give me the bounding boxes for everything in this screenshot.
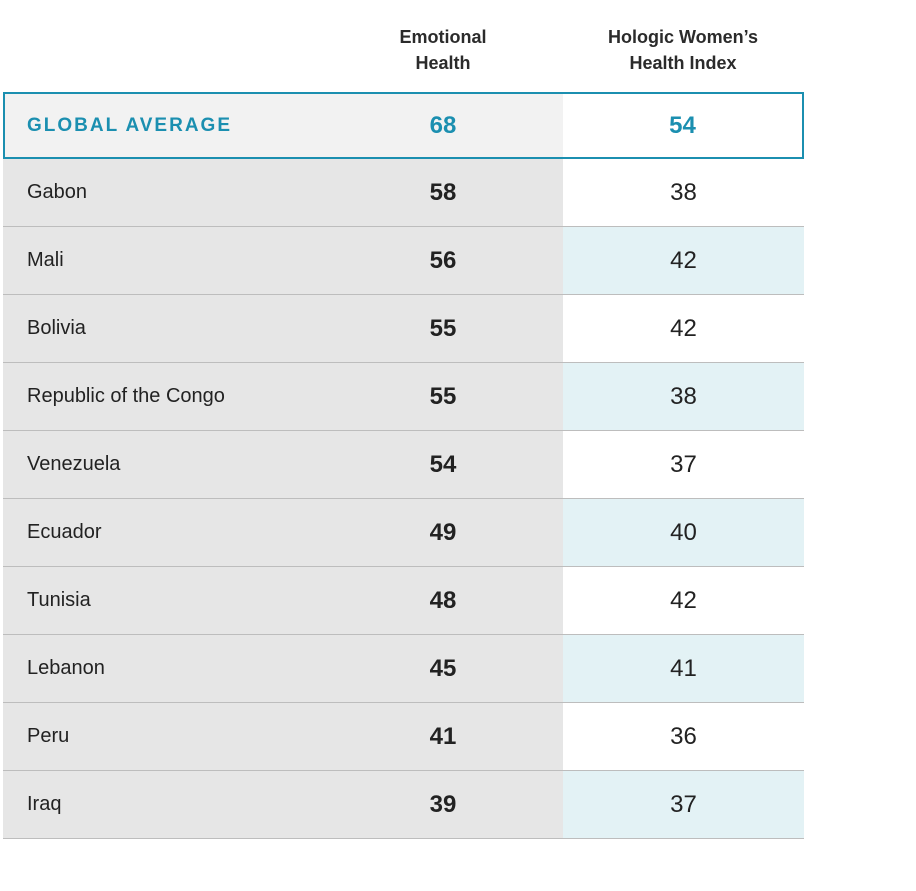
global-average-label: GLOBAL AVERAGE: [5, 94, 325, 157]
whi-value: 42: [563, 227, 804, 294]
emotional-health-value: 48: [323, 567, 563, 634]
data-table: Emotional Health Hologic Women’s Health …: [3, 0, 804, 839]
column-header-emotional-health: Emotional Health: [323, 24, 563, 76]
global-average-row: GLOBAL AVERAGE 68 54: [3, 92, 804, 159]
table-header: Emotional Health Hologic Women’s Health …: [3, 0, 804, 92]
table-row: Gabon 58 38: [3, 159, 804, 227]
country-name: Gabon: [3, 159, 323, 226]
country-name: Ecuador: [3, 499, 323, 566]
whi-value: 38: [563, 159, 804, 226]
table-row: Peru 41 36: [3, 703, 804, 771]
emotional-health-value: 55: [323, 363, 563, 430]
country-name: Bolivia: [3, 295, 323, 362]
country-name: Tunisia: [3, 567, 323, 634]
table-row: Iraq 39 37: [3, 771, 804, 839]
column-header-line: Health: [415, 53, 471, 73]
column-header-line: Emotional: [399, 27, 487, 47]
emotional-health-value: 56: [323, 227, 563, 294]
emotional-health-value: 58: [323, 159, 563, 226]
country-name: Lebanon: [3, 635, 323, 702]
emotional-health-value: 39: [323, 771, 563, 838]
global-emotional-health-value: 68: [323, 94, 563, 157]
country-rows: Gabon 58 38 Mali 56 42 Bolivia 55 42 Republic of …: [3, 159, 804, 839]
table-row: Tunisia 48 42: [3, 567, 804, 635]
whi-value: 40: [563, 499, 804, 566]
emotional-health-value: 41: [323, 703, 563, 770]
whi-value: 42: [563, 567, 804, 634]
table-row: Mali 56 42: [3, 227, 804, 295]
whi-value: 41: [563, 635, 804, 702]
country-name: Republic of the Congo: [3, 363, 323, 430]
table-row: Venezuela 54 37: [3, 431, 804, 499]
table-row: Ecuador 49 40: [3, 499, 804, 567]
table-row: Lebanon 45 41: [3, 635, 804, 703]
table-row: Republic of the Congo 55 38: [3, 363, 804, 431]
column-header-line: Health Index: [629, 53, 737, 73]
column-header-whi: Hologic Women’s Health Index: [563, 24, 803, 76]
emotional-health-value: 45: [323, 635, 563, 702]
country-name: Iraq: [3, 771, 323, 838]
emotional-health-value: 49: [323, 499, 563, 566]
column-header-line: Hologic Women’s: [607, 27, 758, 47]
whi-value: 37: [563, 431, 804, 498]
whi-value: 37: [563, 771, 804, 838]
whi-value: 42: [563, 295, 804, 362]
table-row: Bolivia 55 42: [3, 295, 804, 363]
whi-value: 38: [563, 363, 804, 430]
country-name: Mali: [3, 227, 323, 294]
whi-value: 36: [563, 703, 804, 770]
emotional-health-value: 54: [323, 431, 563, 498]
country-name: Venezuela: [3, 431, 323, 498]
emotional-health-value: 55: [323, 295, 563, 362]
country-name: Peru: [3, 703, 323, 770]
global-whi-value: 54: [563, 94, 802, 157]
